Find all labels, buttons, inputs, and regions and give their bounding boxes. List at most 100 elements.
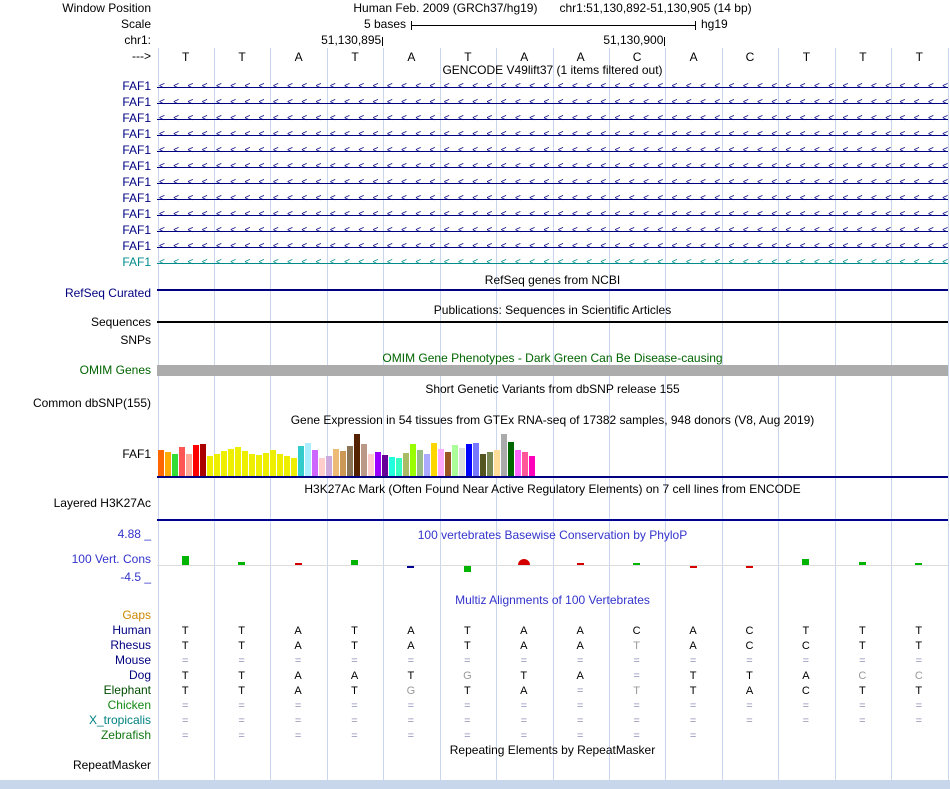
- gtex-tissue-bar: [263, 453, 269, 476]
- multiz-base: T: [181, 640, 189, 652]
- refseq-track-label[interactable]: RefSeq Curated: [64, 286, 151, 300]
- gencode-gene-label[interactable]: FAF1: [122, 159, 151, 173]
- omim-track-title[interactable]: OMIM Gene Phenotypes - Dark Green Can Be…: [382, 351, 723, 365]
- gencode-transcript-row[interactable]: <<<<<<<<<<<<<<<<<<<<<<<<<<<<<<<<<<<<<<<<…: [157, 128, 948, 142]
- gtex-tissue-bar: [403, 453, 409, 476]
- gtex-tissue-bar: [326, 456, 332, 476]
- gencode-gene-label[interactable]: FAF1: [122, 95, 151, 109]
- multiz-species-label[interactable]: Human: [112, 623, 151, 637]
- column-guideline: [552, 48, 554, 780]
- gencode-transcript-row[interactable]: <<<<<<<<<<<<<<<<<<<<<<<<<<<<<<<<<<<<<<<<…: [157, 80, 948, 94]
- gtex-expression-chart[interactable]: [158, 431, 538, 476]
- assembly-name: Human Feb. 2009 (GRCh37/hg19): [353, 1, 538, 15]
- multiz-species-label[interactable]: Chicken: [107, 698, 151, 712]
- multiz-alignment-row[interactable]: = = = = = = = = = = = = = =: [157, 699, 948, 713]
- multiz-alignment-row[interactable]: = = = = = = = = = =: [157, 729, 948, 743]
- gencode-gene-label[interactable]: FAF1: [122, 191, 151, 205]
- reverse-strand-arrows: <<<<<<<<<<<<<<<<<<<<<<<<<<<<<<<<<<<<<<<<…: [159, 241, 948, 252]
- repeatmasker-track-label[interactable]: RepeatMasker: [72, 758, 151, 772]
- phylop-track-title[interactable]: 100 vertebrates Basewise Conservation by…: [417, 528, 688, 542]
- gencode-gene-label[interactable]: FAF1: [122, 239, 151, 253]
- multiz-base: =: [859, 700, 866, 712]
- phylop-mark: [746, 566, 753, 568]
- refseq-dense-item[interactable]: [157, 289, 948, 291]
- reverse-strand-arrows: <<<<<<<<<<<<<<<<<<<<<<<<<<<<<<<<<<<<<<<<…: [159, 257, 948, 268]
- multiz-base: A: [689, 625, 697, 637]
- gencode-gene-label[interactable]: FAF1: [122, 175, 151, 189]
- multiz-species-label[interactable]: Zebrafish: [100, 728, 151, 742]
- dbsnp-track-label[interactable]: Common dbSNP(155): [32, 396, 151, 410]
- multiz-gaps-label[interactable]: Gaps: [122, 608, 151, 622]
- ruler-tick: [382, 37, 384, 46]
- gencode-transcript-row[interactable]: <<<<<<<<<<<<<<<<<<<<<<<<<<<<<<<<<<<<<<<<…: [157, 112, 948, 126]
- h3k27ac-baseline[interactable]: [157, 519, 948, 521]
- gtex-tissue-bar: [515, 450, 521, 476]
- multiz-species-label[interactable]: Mouse: [114, 653, 151, 667]
- gencode-track-title[interactable]: GENCODE V49lift37 (1 items filtered out): [442, 63, 663, 77]
- gencode-transcript-row[interactable]: <<<<<<<<<<<<<<<<<<<<<<<<<<<<<<<<<<<<<<<<…: [157, 224, 948, 238]
- gtex-tissue-bar: [256, 455, 262, 476]
- sequence-base: T: [351, 50, 359, 64]
- repeatmasker-track-title[interactable]: Repeating Elements by RepeatMasker: [449, 743, 656, 757]
- gencode-transcript-row[interactable]: <<<<<<<<<<<<<<<<<<<<<<<<<<<<<<<<<<<<<<<<…: [157, 144, 948, 158]
- h3k27ac-track-label[interactable]: Layered H3K27Ac: [53, 496, 151, 510]
- gencode-transcript-row[interactable]: <<<<<<<<<<<<<<<<<<<<<<<<<<<<<<<<<<<<<<<<…: [157, 208, 948, 222]
- sequence-base: C: [632, 50, 642, 64]
- publications-dense-item[interactable]: [157, 321, 948, 323]
- phylop-mark: [294, 563, 302, 565]
- multiz-base: T: [859, 625, 866, 637]
- phylop-wiggle-area[interactable]: [157, 545, 948, 587]
- multiz-base: A: [294, 670, 302, 682]
- publications-track-title[interactable]: Publications: Sequences in Scientific Ar…: [433, 303, 672, 317]
- multiz-base: =: [633, 655, 640, 667]
- gencode-gene-label[interactable]: FAF1: [122, 143, 151, 157]
- multiz-track-title[interactable]: Multiz Alignments of 100 Vertebrates: [455, 593, 650, 607]
- multiz-alignment-row[interactable]: = = = = = = = = = = = = = =: [157, 714, 948, 728]
- multiz-species-label[interactable]: Elephant: [103, 683, 151, 697]
- omim-dense-item[interactable]: [157, 365, 948, 376]
- refseq-track-title[interactable]: RefSeq genes from NCBI: [484, 273, 621, 287]
- publications-track-label[interactable]: Sequences: [90, 315, 151, 329]
- gencode-transcript-row[interactable]: <<<<<<<<<<<<<<<<<<<<<<<<<<<<<<<<<<<<<<<<…: [157, 176, 948, 190]
- gencode-gene-label[interactable]: FAF1: [122, 111, 151, 125]
- snps-track-label[interactable]: SNPs: [120, 333, 151, 347]
- multiz-base: T: [915, 640, 923, 652]
- gtex-tissue-bar: [312, 450, 318, 476]
- gtex-gene-label[interactable]: FAF1: [122, 447, 151, 461]
- phylop-track-label[interactable]: 100 Vert. Cons: [71, 552, 151, 566]
- multiz-species-label[interactable]: Rhesus: [110, 638, 151, 652]
- gencode-gene-label[interactable]: FAF1: [122, 79, 151, 93]
- gencode-gene-label[interactable]: FAF1: [122, 127, 151, 141]
- browser-bottom-strip: [0, 780, 950, 789]
- transcript-intron-line: [157, 151, 948, 152]
- multiz-alignment-row[interactable]: = = = = = = = = = = = = = =: [157, 654, 948, 668]
- multiz-base: A: [407, 640, 415, 652]
- dbsnp-track-title[interactable]: Short Genetic Variants from dbSNP releas…: [425, 382, 680, 396]
- reverse-strand-arrows: <<<<<<<<<<<<<<<<<<<<<<<<<<<<<<<<<<<<<<<<…: [159, 145, 948, 156]
- multiz-base: =: [689, 655, 697, 667]
- gtex-baseline: [157, 476, 948, 478]
- column-guideline: [834, 48, 836, 780]
- multiz-species-label[interactable]: X_tropicalis: [88, 713, 151, 727]
- gencode-transcript-row[interactable]: <<<<<<<<<<<<<<<<<<<<<<<<<<<<<<<<<<<<<<<<…: [157, 96, 948, 110]
- omim-track-label[interactable]: OMIM Genes: [79, 363, 151, 377]
- gencode-transcript-row[interactable]: <<<<<<<<<<<<<<<<<<<<<<<<<<<<<<<<<<<<<<<<…: [157, 160, 948, 174]
- reverse-strand-arrows: <<<<<<<<<<<<<<<<<<<<<<<<<<<<<<<<<<<<<<<<…: [159, 113, 948, 124]
- gencode-gene-label[interactable]: FAF1: [122, 207, 151, 221]
- h3k27ac-track-title[interactable]: H3K27Ac Mark (Often Found Near Active Re…: [304, 482, 801, 496]
- multiz-alignment-row[interactable]: T T A T G T A = T T A C T T: [157, 684, 948, 698]
- gtex-tissue-bar: [382, 455, 388, 476]
- gencode-transcript-row[interactable]: <<<<<<<<<<<<<<<<<<<<<<<<<<<<<<<<<<<<<<<<…: [157, 192, 948, 206]
- multiz-alignment-row[interactable]: T T A A T G T A = T T A C C: [157, 669, 948, 683]
- multiz-base: =: [294, 715, 302, 727]
- reverse-strand-arrows: <<<<<<<<<<<<<<<<<<<<<<<<<<<<<<<<<<<<<<<<…: [159, 97, 948, 108]
- multiz-species-label[interactable]: Dog: [128, 668, 151, 682]
- multiz-base: A: [520, 640, 528, 652]
- gtex-track-title[interactable]: Gene Expression in 54 tissues from GTEx …: [290, 413, 815, 427]
- gencode-gene-label[interactable]: FAF1: [122, 255, 151, 269]
- gencode-gene-label[interactable]: FAF1: [122, 223, 151, 237]
- gencode-transcript-row[interactable]: <<<<<<<<<<<<<<<<<<<<<<<<<<<<<<<<<<<<<<<<…: [157, 240, 948, 254]
- gencode-transcript-row[interactable]: <<<<<<<<<<<<<<<<<<<<<<<<<<<<<<<<<<<<<<<<…: [157, 256, 948, 270]
